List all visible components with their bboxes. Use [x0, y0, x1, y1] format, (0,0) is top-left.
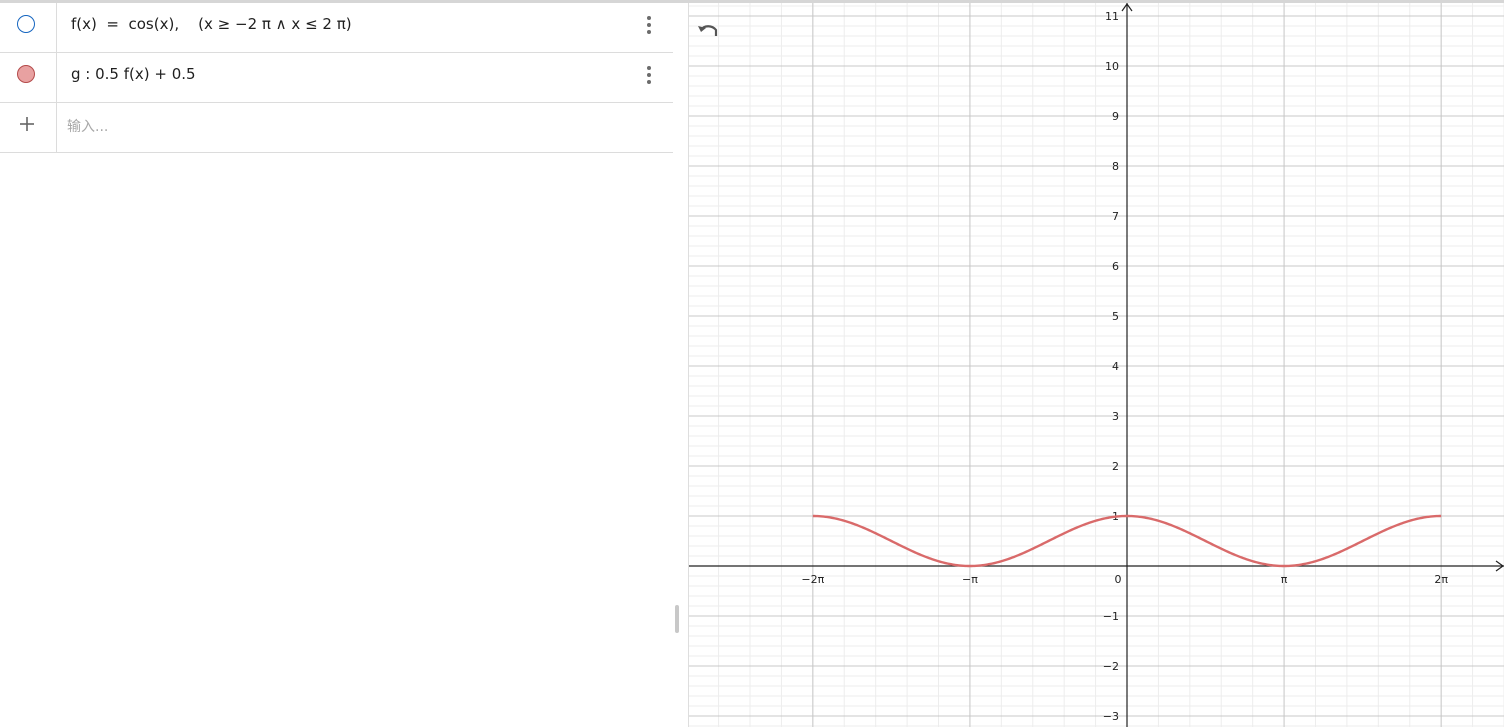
function-g-curve[interactable] [812, 514, 1442, 568]
marble-cell [0, 3, 57, 52]
x-tick-label: 2π [1434, 573, 1448, 586]
undo-icon[interactable] [697, 21, 721, 41]
grid-major [689, 3, 1504, 727]
x-tick-label: 0 [1115, 573, 1122, 586]
y-tick-label: 2 [1112, 460, 1119, 473]
y-tick-label: 3 [1112, 410, 1119, 423]
y-tick-label: 10 [1105, 60, 1119, 73]
y-tick-label: −1 [1103, 610, 1119, 623]
expression-f[interactable]: f(x) = cos(x), (x ≥ −2 π ∧ x ≤ 2 π) [71, 15, 352, 33]
top-border [0, 0, 1504, 3]
y-tick-label: 7 [1112, 210, 1119, 223]
x-axis-arrow [1495, 560, 1504, 572]
plus-icon[interactable] [18, 115, 36, 133]
y-axis-arrow [1121, 3, 1133, 12]
algebra-item-g[interactable]: g : 0.5 f(x) + 0.5 [0, 53, 673, 103]
x-tick-label: π [1281, 573, 1288, 586]
x-tick-label: −2π [801, 573, 824, 586]
panel-divider [688, 3, 689, 727]
marble-cell [0, 53, 57, 102]
graphics-view[interactable]: −2π −π 0 π 2π −3 −2 −1 1 2 3 4 5 6 7 8 9 10 11 [689, 3, 1504, 727]
x-tick-label: −π [962, 573, 978, 586]
y-tick-label: 8 [1112, 160, 1119, 173]
y-tick-label: 5 [1112, 310, 1119, 323]
y-tick-label: −3 [1103, 710, 1119, 723]
algebra-view: f(x) = cos(x), (x ≥ −2 π ∧ x ≤ 2 π) g : … [0, 3, 673, 727]
visibility-toggle-g[interactable] [17, 65, 35, 83]
more-vert-icon[interactable] [641, 15, 657, 35]
y-tick-label: 4 [1112, 360, 1119, 373]
input-placeholder[interactable]: 输入... [67, 119, 109, 135]
y-tick-label: 9 [1112, 110, 1119, 123]
visibility-toggle-f[interactable] [17, 15, 35, 33]
axes [689, 3, 1504, 727]
algebra-input-row[interactable]: 输入... [0, 103, 673, 153]
y-tick-label: 6 [1112, 260, 1119, 273]
grid-minor [689, 3, 1504, 727]
marble-cell [0, 103, 57, 152]
expression-g[interactable]: g : 0.5 f(x) + 0.5 [71, 65, 196, 83]
more-vert-icon[interactable] [641, 65, 657, 85]
y-tick-label: −2 [1103, 660, 1119, 673]
algebra-item-f[interactable]: f(x) = cos(x), (x ≥ −2 π ∧ x ≤ 2 π) [0, 3, 673, 53]
panel-resize-handle[interactable] [675, 605, 679, 633]
y-tick-label: 11 [1105, 10, 1119, 23]
